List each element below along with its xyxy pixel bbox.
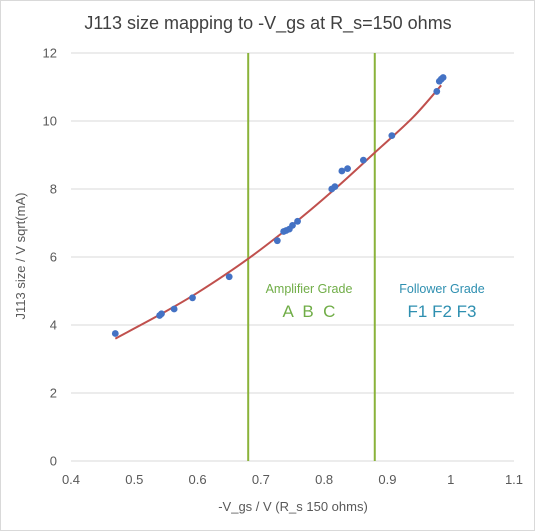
y-tick-label: 4 (50, 318, 57, 333)
data-point (158, 310, 165, 318)
x-tick-label: 0.5 (125, 472, 143, 487)
x-axis: 0.4 0.5 0.6 0.7 0.8 0.9 1 1.1 (62, 472, 523, 487)
y-tick-label: 0 (50, 454, 57, 469)
follower-grade-heading: Follower Grade (399, 282, 484, 296)
y-axis-label: J113 size / V sqrt(mA) (13, 193, 28, 320)
data-point (359, 156, 367, 164)
x-tick-label: 0.9 (378, 472, 396, 487)
data-points (111, 74, 447, 337)
data-point (344, 165, 351, 173)
data-point (388, 132, 396, 140)
y-tick-label: 12 (43, 46, 57, 61)
y-axis: 0 2 4 6 8 10 12 (43, 46, 57, 469)
y-tick-label: 6 (50, 250, 57, 265)
trend-line-path (114, 84, 442, 340)
data-point (225, 273, 233, 281)
x-tick-label: 0.8 (315, 472, 333, 487)
data-point (439, 74, 447, 81)
x-tick-label: 0.7 (252, 472, 270, 487)
data-point (338, 167, 346, 175)
data-point (331, 183, 339, 191)
chart-title: J113 size mapping to -V_gs at R_s=150 oh… (84, 13, 451, 34)
trend-line (114, 84, 442, 340)
amplifier-grade-heading: Amplifier Grade (266, 282, 353, 296)
gridlines (71, 52, 514, 462)
x-tick-label: 0.6 (189, 472, 207, 487)
y-tick-label: 8 (50, 182, 57, 197)
data-point (111, 330, 119, 337)
follower-grade-letters: F1 F2 F3 (408, 302, 477, 321)
data-point (189, 294, 196, 302)
x-tick-label: 0.4 (62, 472, 80, 487)
x-tick-label: 1.1 (505, 472, 523, 487)
data-point (433, 88, 441, 95)
x-axis-label: -V_gs / V (R_s 150 ohms) (218, 499, 368, 514)
y-tick-label: 2 (50, 386, 57, 401)
data-point (289, 221, 296, 229)
amplifier-grade-letters: A B C (283, 302, 336, 321)
grade-boundary-lines (247, 53, 376, 461)
x-tick-label: 1 (447, 472, 454, 487)
data-point (294, 217, 301, 225)
y-tick-label: 10 (43, 114, 57, 129)
data-point (170, 305, 178, 313)
data-point (273, 237, 281, 245)
